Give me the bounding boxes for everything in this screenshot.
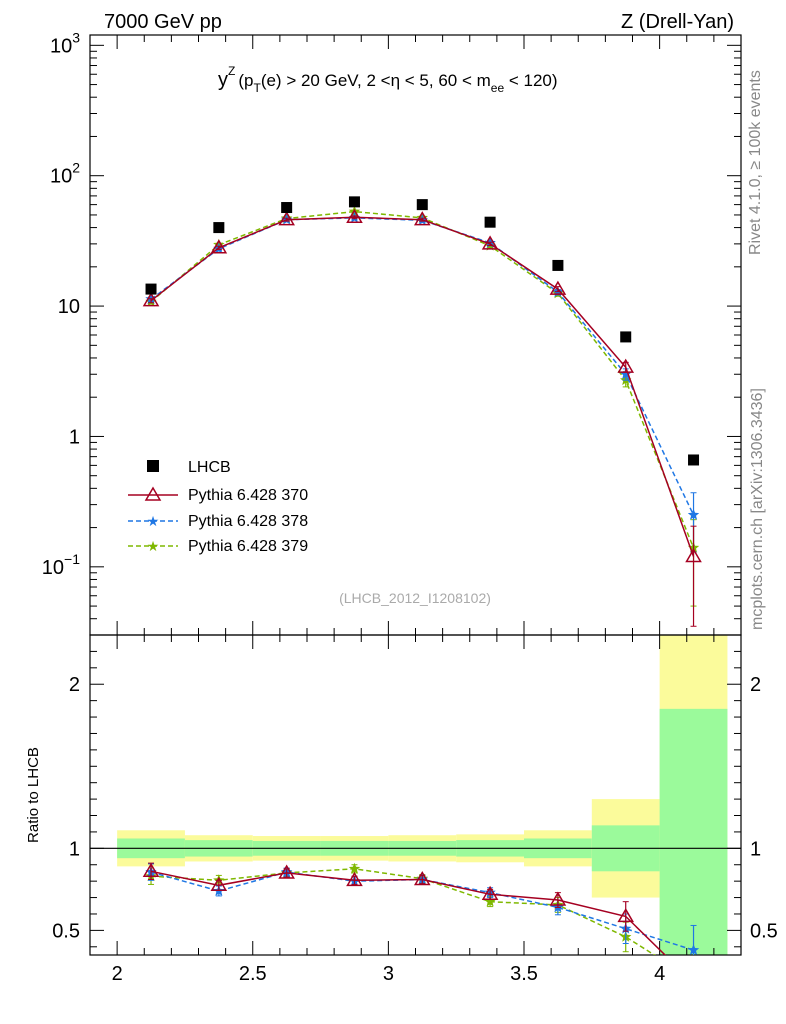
ratio-p370-point bbox=[210, 876, 228, 892]
band-inner-8 bbox=[659, 708, 728, 955]
y-tick-label-ratio: 0.5 bbox=[52, 920, 80, 942]
title-sub-ee: ee bbox=[491, 81, 505, 95]
main-p370-point bbox=[346, 208, 363, 224]
ratio-p370-point bbox=[346, 871, 363, 887]
x-tick-label: 3.5 bbox=[510, 963, 538, 985]
rivet-label: Rivet 4.1.0, ≥ 100k events bbox=[747, 70, 764, 255]
legend-marker-378: ★ bbox=[147, 513, 160, 529]
y-tick-label-ratio: 2 bbox=[69, 674, 80, 696]
legend-marker-370 bbox=[144, 486, 162, 501]
main-p378-point bbox=[687, 508, 700, 520]
main-p370-point bbox=[685, 548, 702, 563]
y-tick-label-main: 10 bbox=[58, 296, 80, 318]
main-p370-point bbox=[142, 292, 160, 307]
y-tick-base: 10 bbox=[42, 557, 64, 579]
title-y: y bbox=[218, 69, 228, 91]
ratio-p370-point bbox=[142, 862, 160, 878]
y-tick-exp: −1 bbox=[64, 551, 80, 567]
main-data-point bbox=[552, 259, 564, 271]
main-p370-point bbox=[549, 280, 567, 295]
y-tick-label-main: 1 bbox=[69, 426, 80, 448]
y-tick-exp: 2 bbox=[72, 160, 80, 176]
x-tick-label: 3 bbox=[383, 963, 394, 985]
main-p370-point bbox=[278, 211, 295, 226]
x-tick-label: 2.5 bbox=[239, 963, 267, 985]
ratio-p370-point bbox=[278, 864, 295, 879]
mcplots-label: mcplots.cern.ch [arXiv:1306.3436] bbox=[749, 388, 766, 630]
ratio-p370-point bbox=[413, 871, 431, 886]
x-tick-label: 2 bbox=[112, 963, 123, 985]
ratio-uncertainty-bands bbox=[90, 635, 741, 955]
y-tick-label-ratio-right: 2 bbox=[750, 674, 761, 696]
ratio-plot-frame bbox=[89, 634, 742, 956]
y-tick-label-ratio-right: 0.5 bbox=[750, 920, 778, 942]
ratio-p379-point bbox=[688, 974, 699, 985]
main-series bbox=[142, 196, 702, 627]
y-tick-exp: 3 bbox=[72, 29, 80, 45]
y-tick-base: 10 bbox=[50, 35, 72, 57]
main-data-point bbox=[620, 331, 632, 343]
ratio-p370-point bbox=[617, 907, 635, 923]
ratio-p370-point bbox=[549, 891, 567, 906]
y-tick-label-main: 10−1 bbox=[42, 551, 80, 579]
ratio-ylabel: Ratio to LHCB bbox=[25, 747, 42, 843]
main-p378-point bbox=[620, 368, 632, 380]
main-p370-line bbox=[150, 216, 695, 557]
ratio-p370-point bbox=[687, 976, 701, 988]
y-tick-base: 10 bbox=[50, 166, 72, 188]
legend: LHCB Pythia 6.428 370 ★ Pythia 6.428 378… bbox=[128, 459, 308, 555]
legend-label-378: Pythia 6.428 378 bbox=[188, 513, 308, 530]
main-data-point bbox=[484, 216, 496, 228]
main-data-point bbox=[416, 199, 428, 211]
legend-marker-data bbox=[147, 460, 159, 472]
header-right: Z (Drell-Yan) bbox=[621, 11, 734, 33]
title-part-c: < 120) bbox=[504, 71, 557, 90]
header-left: 7000 GeV pp bbox=[104, 11, 222, 33]
ratio-p370-point bbox=[481, 885, 499, 901]
main-p370-point bbox=[617, 358, 635, 373]
main-data-point bbox=[281, 202, 293, 214]
main-data-point bbox=[213, 222, 225, 234]
ratio-p378-point bbox=[687, 944, 700, 955]
x-tick-label: 4 bbox=[654, 963, 665, 985]
main-title: yZ (pT(e) > 20 GeV, 2 <η < 5, 60 < mee < … bbox=[218, 64, 558, 95]
legend-label-379: Pythia 6.428 379 bbox=[188, 538, 308, 555]
y-tick-label-main: 102 bbox=[50, 160, 80, 188]
analysis-tag: (LHCB_2012_I1208102) bbox=[339, 590, 491, 606]
title-part-a: (p bbox=[238, 71, 253, 90]
main-p370-point bbox=[210, 239, 228, 254]
ratio-p379-point bbox=[348, 862, 361, 874]
main-p370-point bbox=[481, 235, 499, 250]
ratio-series bbox=[142, 862, 701, 988]
ratio-p379-point bbox=[484, 895, 496, 907]
y-tick-label-ratio: 1 bbox=[69, 838, 80, 860]
main-data-point bbox=[145, 283, 157, 295]
legend-label-370: Pythia 6.428 370 bbox=[188, 487, 308, 504]
main-p378-line bbox=[150, 217, 695, 516]
legend-marker-379: ★ bbox=[147, 538, 160, 554]
y-tick-label-ratio-right: 1 bbox=[750, 838, 761, 860]
main-p370-point bbox=[413, 211, 431, 226]
main-data-point bbox=[348, 196, 360, 208]
title-part-b: (e) > 20 GeV, 2 <η < 5, 60 < m bbox=[261, 71, 491, 90]
legend-label-data: LHCB bbox=[188, 459, 231, 476]
main-data-point bbox=[688, 454, 700, 466]
title-sub-t: T bbox=[253, 81, 261, 95]
y-tick-label-main: 103 bbox=[50, 29, 80, 57]
title-sup-z: Z bbox=[228, 64, 235, 78]
